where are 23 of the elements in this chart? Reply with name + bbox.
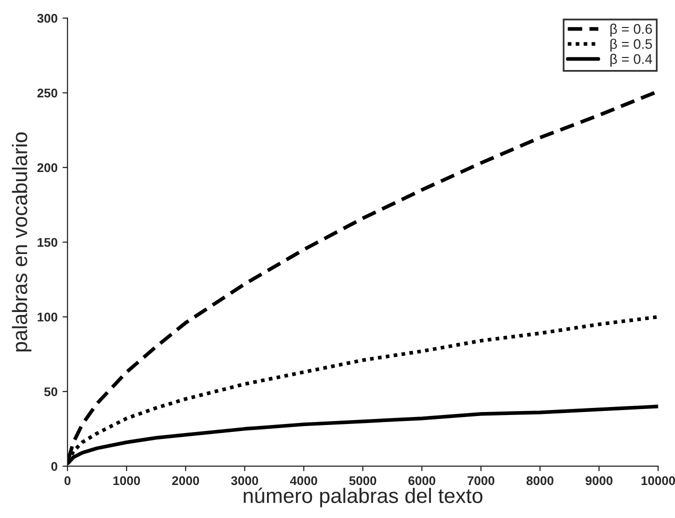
- y-tick-label: 0: [51, 462, 58, 471]
- x-tick-label: 8000: [526, 476, 554, 486]
- y-tick-label: 300: [37, 14, 58, 23]
- y-tick-label: 200: [37, 163, 58, 172]
- x-tick-label: 4000: [290, 476, 318, 486]
- x-tick-label: 0: [64, 476, 70, 486]
- y-tick-label: 100: [38, 312, 58, 322]
- legend-label: β = 0.5: [610, 38, 652, 52]
- x-tick-label: 5000: [349, 476, 376, 486]
- x-tick-label: 7000: [468, 476, 494, 486]
- legend-label: β = 0.4: [610, 54, 652, 67]
- x-axis-title: número palabras del texto: [244, 488, 482, 508]
- y-axis-title: palabras en vocabulario: [12, 132, 32, 352]
- x-tick-label: 6000: [408, 476, 436, 486]
- legend-label: β = 0.6: [610, 24, 652, 37]
- y-tick-label: 150: [38, 238, 58, 247]
- x-tick-label: 9000: [586, 476, 612, 486]
- x-tick-label: 3000: [231, 476, 258, 486]
- y-tick-label: 250: [37, 88, 58, 98]
- x-tick-label: 10000: [642, 476, 675, 486]
- x-tick-label: 1000: [113, 476, 140, 486]
- x-tick-label: 2000: [172, 476, 200, 486]
- y-tick-label: 50: [44, 387, 58, 396]
